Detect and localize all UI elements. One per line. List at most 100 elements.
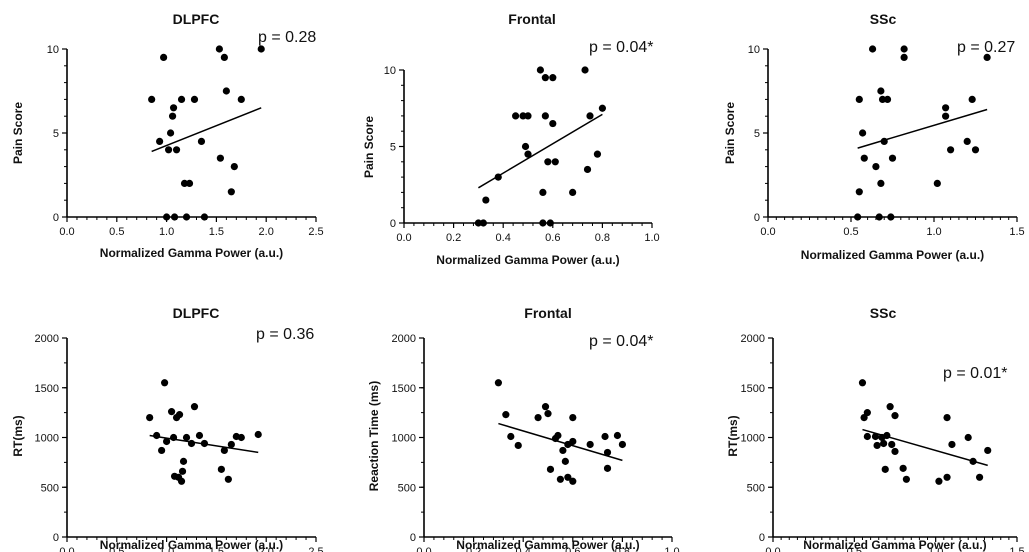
data-point xyxy=(984,446,992,455)
x-axis-label: Normalized Gamma Power (a.u.) xyxy=(801,248,984,262)
data-point xyxy=(163,437,171,446)
data-point xyxy=(601,432,609,441)
data-point xyxy=(880,439,888,448)
chart-title: SSc xyxy=(870,11,897,27)
data-point xyxy=(886,403,894,411)
data-point xyxy=(586,440,594,449)
data-point xyxy=(942,104,950,112)
p-value-annotation: p = 0.28 xyxy=(258,29,316,46)
x-tick-label: 0.6 xyxy=(545,232,560,244)
data-point xyxy=(935,477,943,485)
data-point xyxy=(964,433,972,442)
y-axis-label: Pain Score xyxy=(723,102,737,164)
data-point xyxy=(963,137,971,145)
data-point xyxy=(200,439,209,448)
data-point xyxy=(163,213,171,221)
x-tick-label: 0.4 xyxy=(516,546,531,552)
chart-4: 0.0 0.5 1.0 1.5 2.0 2.5 0 500 1000 1500 2000 DLPFC p… xyxy=(11,305,324,552)
x-tick-label: 1.0 xyxy=(159,546,174,552)
data-point xyxy=(167,408,176,416)
data-point xyxy=(175,411,184,419)
data-point xyxy=(539,188,547,196)
data-point xyxy=(474,219,482,227)
data-point xyxy=(880,137,888,145)
data-point xyxy=(551,158,559,166)
data-point xyxy=(569,477,577,485)
data-point xyxy=(883,431,891,440)
data-point xyxy=(544,410,552,418)
x-axis-label: Normalized Gamma Power (a.u.) xyxy=(436,253,619,267)
data-point xyxy=(524,150,532,158)
y-tick-label: 0 xyxy=(53,212,59,224)
regression-line xyxy=(857,108,988,149)
p-value-annotation: p = 0.04* xyxy=(589,39,654,56)
data-point xyxy=(583,165,592,174)
y-tick-label: 0 xyxy=(759,532,765,544)
y-axis-label: Pain Score xyxy=(11,102,25,164)
data-point xyxy=(172,146,181,154)
x-tick-label: 2.5 xyxy=(308,226,323,238)
data-point xyxy=(859,129,867,137)
chart-title: DLPFC xyxy=(173,11,220,27)
y-tick-label: 2000 xyxy=(392,333,416,345)
x-tick-label: 0.5 xyxy=(847,546,862,552)
data-point xyxy=(195,431,204,440)
data-point xyxy=(541,112,549,120)
chart-3: 0.0 0.5 1.0 1.5 0 5 10 SSc p = 0.27 Normalized Ga… xyxy=(723,11,1025,262)
data-point xyxy=(514,441,522,450)
y-tick-label: 10 xyxy=(748,44,760,56)
y-tick-label: 0 xyxy=(754,212,760,224)
data-point xyxy=(158,446,166,455)
data-point xyxy=(230,163,238,171)
x-tick-label: 0.2 xyxy=(466,546,481,552)
x-tick-label: 1.5 xyxy=(1009,546,1024,552)
x-axis-label: Normalized Gamma Power (a.u.) xyxy=(100,246,283,260)
data-point xyxy=(227,440,235,449)
data-point xyxy=(237,95,245,103)
data-point xyxy=(494,173,502,181)
data-point xyxy=(178,467,187,475)
data-point xyxy=(947,146,955,154)
data-point xyxy=(546,219,554,227)
y-tick-label: 5 xyxy=(754,128,760,140)
y-tick-label: 1500 xyxy=(741,383,765,395)
data-point xyxy=(942,112,950,120)
data-point xyxy=(170,213,179,221)
data-point xyxy=(179,457,188,465)
data-point xyxy=(968,95,976,103)
data-point xyxy=(969,457,977,465)
data-point xyxy=(860,154,868,162)
data-point xyxy=(872,163,880,171)
y-tick-label: 1000 xyxy=(741,433,765,445)
x-tick-label: 2.5 xyxy=(308,546,323,552)
y-axis-label: RT(ms) xyxy=(726,415,740,456)
x-tick-label: 2.0 xyxy=(259,226,274,238)
y-tick-label: 2000 xyxy=(35,333,59,345)
data-point xyxy=(564,473,572,481)
data-point xyxy=(899,464,907,472)
data-point xyxy=(148,95,156,103)
data-point xyxy=(933,179,941,187)
data-point xyxy=(161,379,169,387)
y-axis-label: RT(ms) xyxy=(11,415,25,456)
data-point xyxy=(494,379,502,387)
x-tick-label: 1.5 xyxy=(209,226,224,238)
data-point xyxy=(541,74,549,82)
data-point xyxy=(902,475,910,483)
x-tick-label: 0.8 xyxy=(595,232,610,244)
data-point xyxy=(603,464,612,472)
data-point xyxy=(168,112,177,120)
data-point xyxy=(943,473,951,481)
data-point xyxy=(182,433,191,442)
data-point xyxy=(855,188,863,196)
data-point xyxy=(511,112,520,120)
chart-1: 0.0 0.5 1.0 1.5 2.0 2.5 0 5 10 DLPFC p = 0.28 Norma… xyxy=(11,11,324,260)
data-point xyxy=(581,66,589,74)
data-point xyxy=(603,448,612,457)
data-point xyxy=(586,112,594,120)
y-tick-label: 500 xyxy=(41,482,59,494)
y-tick-label: 500 xyxy=(398,482,416,494)
data-point xyxy=(877,179,885,187)
x-tick-label: 1.5 xyxy=(209,546,224,552)
data-point xyxy=(881,465,889,473)
